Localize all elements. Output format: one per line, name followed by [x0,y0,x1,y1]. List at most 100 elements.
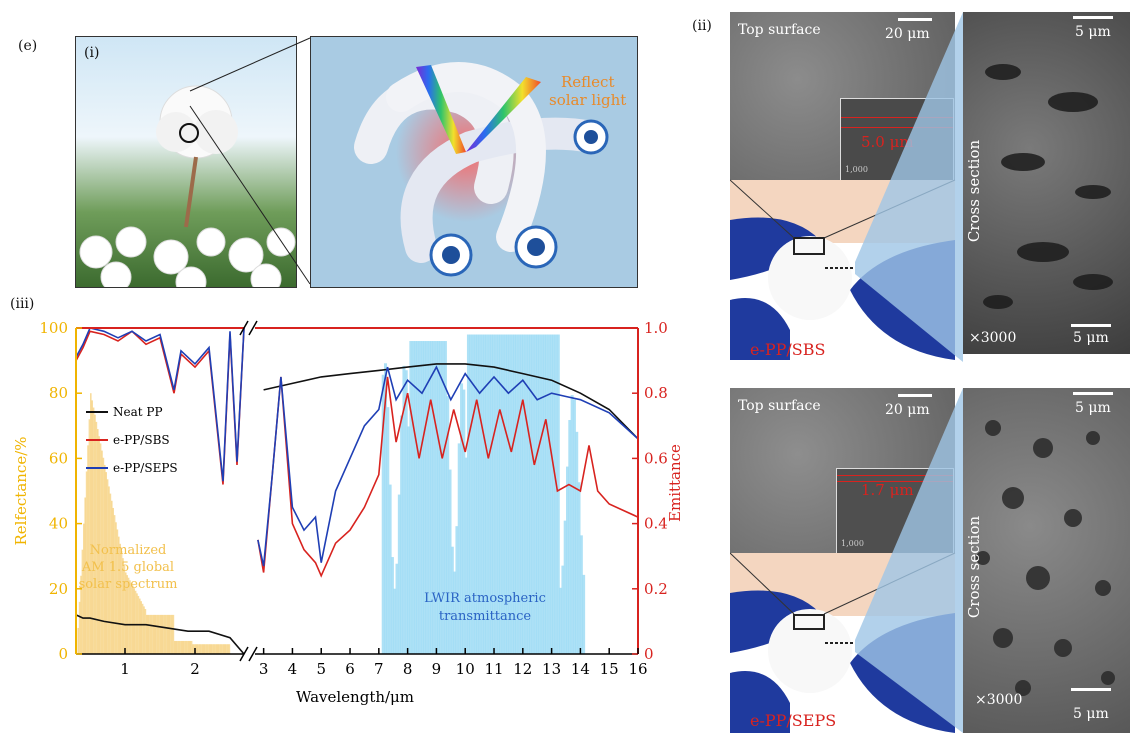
solar-bar [83,523,85,654]
lwir-bar [411,341,415,654]
lwir-bar [455,526,459,654]
scale-bar [1071,324,1111,327]
cross-section-label: Cross section [965,515,984,619]
top-surface-label: Top surface [738,22,821,38]
lwir-bar [536,334,540,654]
panel-label-e: (e) [18,38,38,54]
thickness-label: 1.7 μm [861,481,914,499]
y-tick-label-right: 0.4 [644,515,668,533]
solar-bar [158,614,161,654]
solar-bar [160,614,162,654]
solar-bar [202,644,204,654]
x-tick-label: 8 [403,660,413,678]
lwir-bar [506,334,510,654]
solar-bar [203,644,205,654]
solar-bar [147,614,149,654]
solar-bar [196,644,198,654]
lwir-bar [489,334,493,654]
lwir-bar [513,334,517,654]
lwir-bar [485,334,489,654]
x-tick-label: 11 [484,660,503,678]
scale-label-5: 5 μm [1075,24,1111,40]
lwir-bar [393,588,397,654]
lwir-bar [450,546,454,654]
series-line-4 [257,376,639,578]
inset-magnification: 1,000 [841,539,864,548]
thickness-label: 5.0 μm [861,133,914,151]
x-tick-label: 4 [288,660,298,678]
solar-bar [216,644,218,654]
fiber-illustration: Reflect solar light [310,36,638,288]
solar-bar [134,590,137,654]
lwir-bar [496,334,500,654]
solar-bar [108,486,110,654]
sample-label-sbs: e-PP/SBS [750,340,826,359]
sample-label-seps: e-PP/SEPS [750,711,837,730]
thickness-line-top [841,117,953,118]
lwir-bar [524,334,528,654]
cross-section-label: Cross section [965,139,984,243]
solar-bar [197,644,200,654]
lwir-bar [418,341,422,654]
solar-bar [218,644,221,654]
lwir-bar [499,334,503,654]
sem-zoom-lines-bottom [730,388,963,733]
x-tick-label: 14 [571,660,590,678]
solar-bar [223,644,225,654]
solar-bar [172,614,175,654]
solar-bar [81,549,84,654]
lwir-bar [397,494,401,654]
x-tick-label: 2 [190,660,200,678]
lwir-bar [439,341,443,654]
axis-break-mark-0 [239,320,249,336]
solar-bar [183,640,186,654]
x-tick-label: 13 [542,660,561,678]
solar-bar [122,558,124,654]
y-tick-label-left: 60 [49,449,68,467]
lwir-bar [554,334,558,654]
solar-bar [140,601,142,654]
solar-bar [80,575,82,654]
lwir-bar [552,334,556,654]
lwir-bar [572,399,576,654]
lwir-bar [515,334,519,654]
solar-bar [127,577,130,654]
solar-bar [182,640,184,654]
solar-bar [112,507,114,654]
lwir-bar [441,341,445,654]
series-line-0 [75,614,245,655]
lwir-bar [395,563,399,654]
solar-bar [129,580,131,654]
y-tick-label-right: 0.2 [644,580,668,598]
cotton-field-drawing [79,85,296,287]
sem-cross-section-sbs: 5 μm Cross section ×3000 5 μm [963,12,1130,354]
solar-bar [102,457,105,654]
lwir-bar [563,520,567,654]
solar-bar [144,609,147,654]
series-line-2 [75,327,245,482]
lwir-band [381,334,586,654]
solar-bar [154,614,156,654]
solar-bar [132,585,134,654]
lwir-bar [425,341,429,654]
lwir-bar [407,426,411,654]
lwir-bar [559,587,563,654]
solar-bar [91,400,93,654]
lwir-bar [457,443,461,654]
lwir-bar [423,341,427,654]
lwir-bar [582,574,586,654]
solar-bar [175,640,177,654]
lwir-bar [427,341,431,654]
axis-break-mark-1 [239,646,249,662]
y-tick-label-left: 40 [49,515,68,533]
solar-bar [224,644,226,654]
solar-bar [119,543,121,654]
sem-cross-section-seps: 5 μm Cross section ×3000 5 μm [963,388,1130,733]
lwir-bar [390,557,394,654]
solar-bar [220,644,222,654]
solar-bar [99,443,102,654]
solar-annotation: AM 1.5 global [81,560,174,575]
solar-bar [136,593,138,654]
lwir-bar [420,341,424,654]
